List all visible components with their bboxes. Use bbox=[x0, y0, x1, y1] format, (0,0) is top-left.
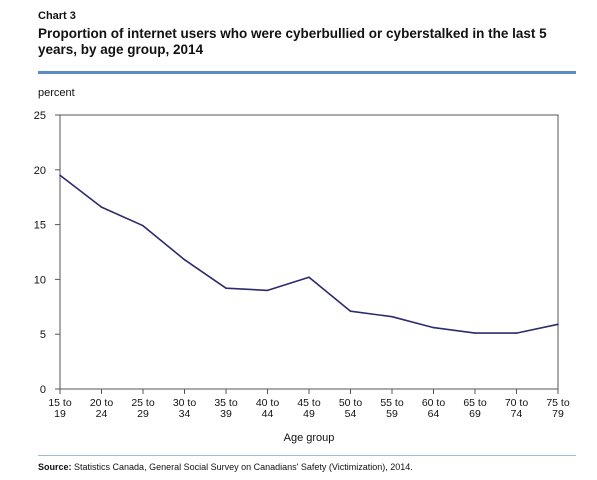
x-tick-label: 15 to 19 bbox=[48, 397, 72, 420]
data-point bbox=[142, 224, 144, 227]
data-point bbox=[474, 332, 476, 334]
data-point bbox=[432, 326, 435, 329]
data-point bbox=[515, 332, 518, 334]
x-tick-label: 45 to 49 bbox=[297, 397, 321, 420]
data-point bbox=[557, 323, 559, 326]
y-axis-unit-label: percent bbox=[38, 87, 75, 99]
series-line bbox=[59, 174, 559, 334]
source-text: Statistics Canada, General Social Survey… bbox=[74, 462, 413, 472]
source-note: Source: Statistics Canada, General Socia… bbox=[38, 462, 413, 472]
data-point bbox=[59, 174, 61, 177]
x-tick-label: 70 to 74 bbox=[505, 397, 529, 420]
data-point bbox=[183, 258, 186, 261]
source-rule bbox=[38, 455, 576, 456]
data-point bbox=[266, 289, 269, 292]
x-tick-label: 25 to 29 bbox=[131, 397, 155, 420]
x-tick-label: 60 to 64 bbox=[422, 397, 446, 420]
x-tick-label: 50 to 54 bbox=[339, 397, 363, 420]
data-point bbox=[100, 206, 103, 208]
x-tick-label: 35 to 39 bbox=[214, 397, 238, 420]
data-point bbox=[349, 310, 352, 312]
y-tick-label: 25 bbox=[34, 110, 46, 122]
x-tick-label: 40 to 44 bbox=[256, 397, 280, 420]
title-rule bbox=[38, 71, 576, 74]
y-tick-label: 10 bbox=[34, 274, 46, 286]
x-tick-label: 65 to 69 bbox=[463, 397, 487, 420]
data-point bbox=[225, 287, 227, 289]
x-tick-label: 20 to 24 bbox=[90, 397, 114, 420]
source-label: Source: bbox=[38, 462, 72, 472]
x-tick-label: 75 to 79 bbox=[546, 397, 570, 420]
data-point bbox=[308, 276, 310, 279]
y-tick-label: 5 bbox=[40, 329, 46, 341]
plot-frame bbox=[59, 114, 559, 390]
x-axis-title: Age group bbox=[283, 432, 335, 444]
y-tick-label: 0 bbox=[40, 384, 46, 396]
data-point bbox=[391, 315, 393, 318]
x-tick-label: 30 to 34 bbox=[173, 397, 197, 420]
chart-title: Proportion of internet users who were cy… bbox=[38, 26, 547, 57]
y-tick-label: 15 bbox=[34, 220, 46, 232]
y-tick-label: 20 bbox=[34, 165, 46, 177]
x-tick-label: 55 to 59 bbox=[380, 397, 404, 420]
chart-number: Chart 3 bbox=[38, 10, 76, 22]
